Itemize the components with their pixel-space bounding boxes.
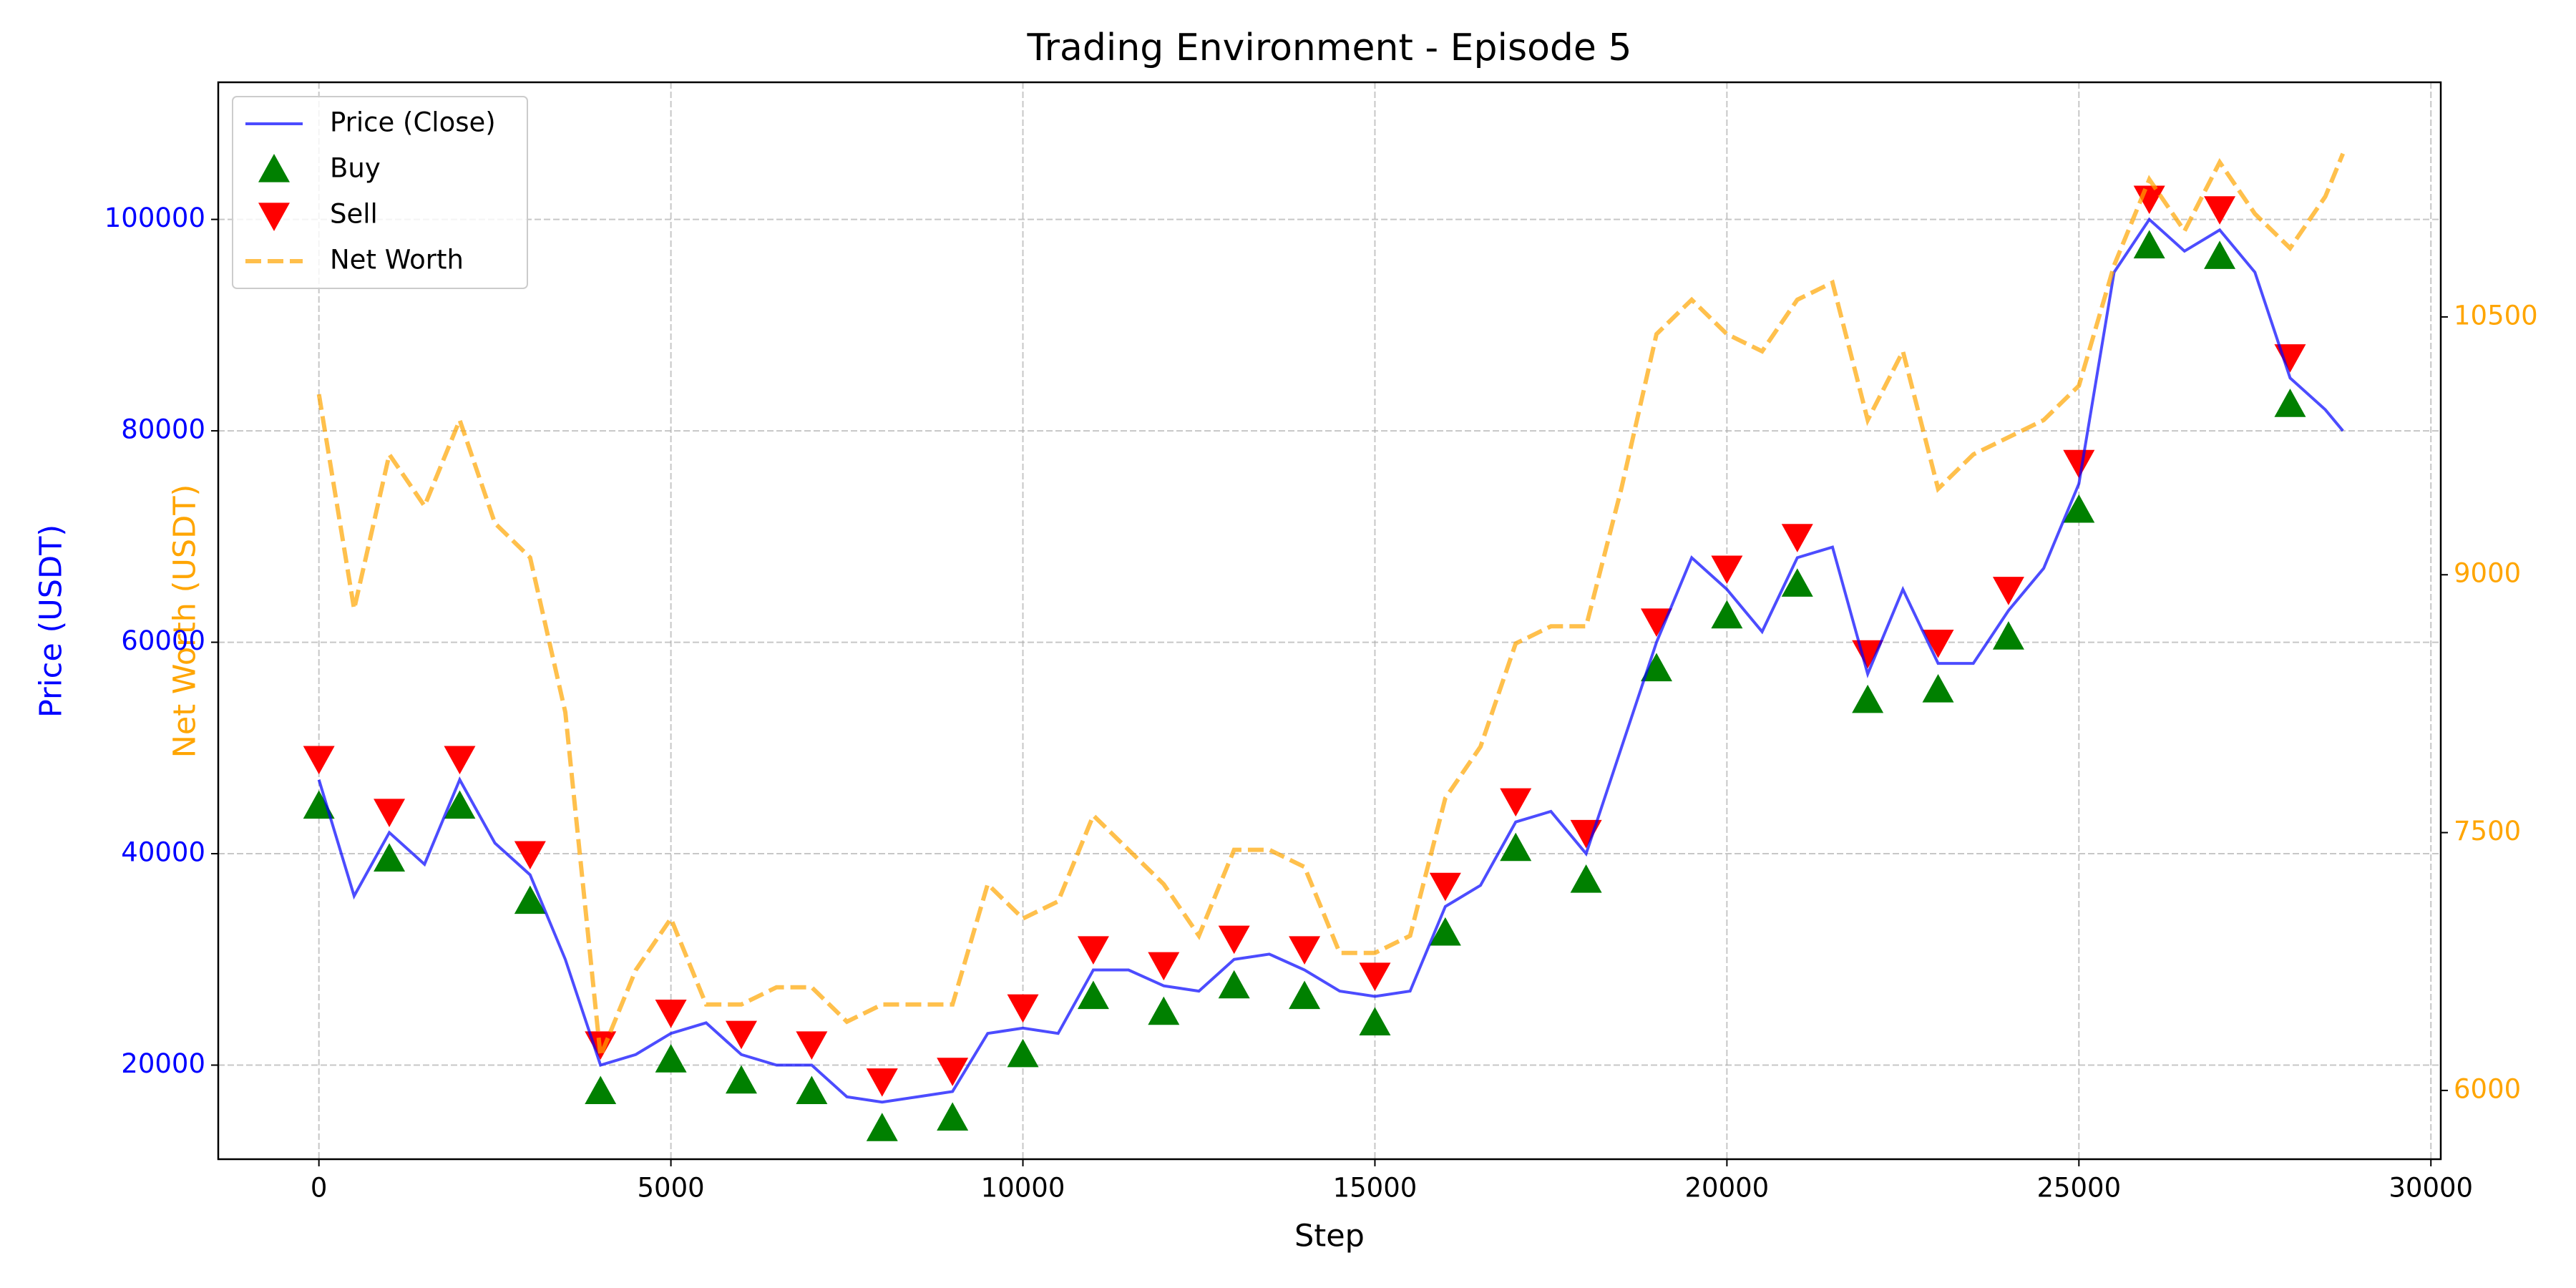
y-tick-label: 100000 [104,203,205,233]
trade-marker [2063,494,2095,523]
x-tick-label: 15000 [1333,1173,1418,1204]
trade-marker [725,1065,757,1094]
trade-marker [1852,684,1884,713]
trade-marker [1781,524,1813,552]
y-tick-label: 20000 [121,1048,205,1079]
trade-marker [2204,196,2236,225]
trade-marker [585,1075,617,1105]
trade-marker [937,1102,969,1131]
plot-frame [217,81,2442,1161]
trade-marker [1359,962,1391,991]
trade-marker [866,1113,898,1141]
y2-tick-label: 7500 [2454,816,2521,847]
trade-marker [444,746,476,775]
trade-marker [1992,621,2024,650]
trade-marker [2133,230,2165,259]
legend-label: Price (Close) [330,107,496,138]
trade-marker [1148,996,1180,1025]
x-tick-label: 20000 [1685,1173,1770,1204]
trade-marker [1359,1007,1391,1036]
x-tick-label: 5000 [638,1173,705,1204]
legend-label: Buy [330,153,381,184]
x-axis-label: Step [1294,1219,1365,1254]
trade-marker [1500,788,1532,817]
trade-marker [2133,185,2165,215]
legend-box [232,96,528,289]
trade-marker [1077,936,1109,965]
trade-marker [1077,980,1109,1010]
trade-marker [303,790,335,819]
trade-marker [374,799,406,827]
y-tick-label: 80000 [121,414,205,445]
trade-marker [1570,864,1602,893]
trade-marker [1711,600,1743,629]
trade-marker [1429,872,1461,902]
trade-marker [374,843,406,872]
y2-axis-label: Net Worth (USDT) [167,484,203,758]
y-axis-label: Price (USDT) [34,525,69,718]
trade-marker [1781,568,1813,597]
trade-marker [866,1068,898,1097]
trade-marker [1992,577,2024,605]
trade-marker [514,841,546,870]
trade-marker [796,1075,828,1105]
trade-marker [1289,980,1321,1010]
trade-marker [2204,240,2236,269]
trade-marker [1289,936,1321,965]
trade-marker [1711,555,1743,585]
trade-marker [1640,653,1672,682]
y-tick-label: 60000 [121,625,205,656]
chart-title: Trading Environment - Episode 5 [1027,26,1632,69]
trade-marker [796,1031,828,1060]
trade-marker [655,1000,687,1028]
y-tick-label: 40000 [121,837,205,868]
legend-label: Net Worth [330,245,464,275]
trade-marker [444,790,476,819]
legend-swatch [258,203,290,231]
trade-marker [725,1020,757,1050]
x-tick-label: 10000 [981,1173,1065,1204]
trade-marker [655,1044,687,1073]
trade-marker [1429,917,1461,946]
trade-marker [514,885,546,914]
trade-marker [1922,629,1954,658]
line-series [317,217,2344,1104]
trade-marker [1218,925,1250,955]
trade-marker [1922,674,1954,703]
trade-marker [937,1058,969,1086]
y2-tick-label: 10500 [2454,300,2538,331]
trade-marker [1500,832,1532,862]
y2-tick-label: 6000 [2454,1073,2521,1104]
trade-marker [1218,970,1250,999]
legend-label: Sell [330,199,378,230]
x-tick-label: 0 [311,1173,328,1204]
trade-marker [1640,608,1672,638]
trade-marker [303,746,335,775]
trade-marker [1007,994,1039,1023]
x-tick-label: 30000 [2389,1173,2473,1204]
legend-swatch [258,154,290,182]
y2-tick-label: 9000 [2454,558,2521,589]
x-tick-label: 25000 [2036,1173,2121,1204]
line-series [316,152,2346,1058]
trade-marker [1148,952,1180,981]
trade-marker [2274,389,2306,417]
trade-marker [2063,449,2095,479]
trade-marker [1007,1038,1039,1068]
